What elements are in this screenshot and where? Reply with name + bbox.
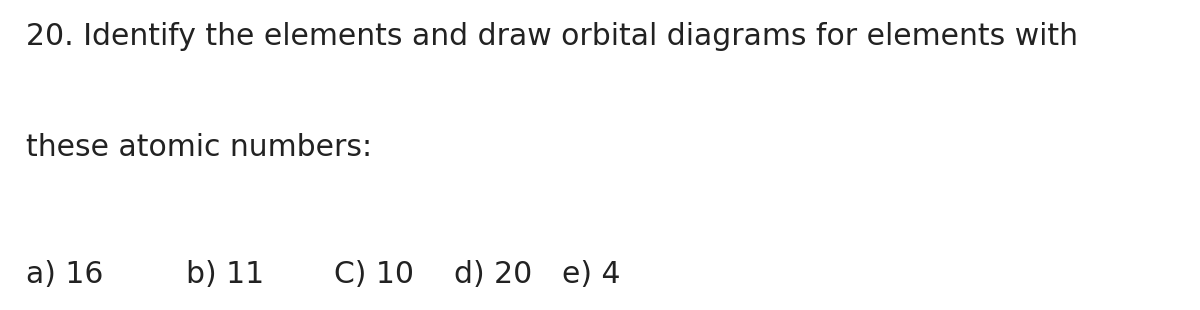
Text: d) 20: d) 20 [454, 260, 532, 290]
Text: b) 11: b) 11 [186, 260, 264, 290]
Text: e) 4: e) 4 [562, 260, 620, 290]
Text: 20. Identify the elements and draw orbital diagrams for elements with: 20. Identify the elements and draw orbit… [26, 22, 1079, 51]
Text: C) 10: C) 10 [334, 260, 414, 290]
Text: these atomic numbers:: these atomic numbers: [26, 133, 372, 162]
Text: a) 16: a) 16 [26, 260, 103, 290]
